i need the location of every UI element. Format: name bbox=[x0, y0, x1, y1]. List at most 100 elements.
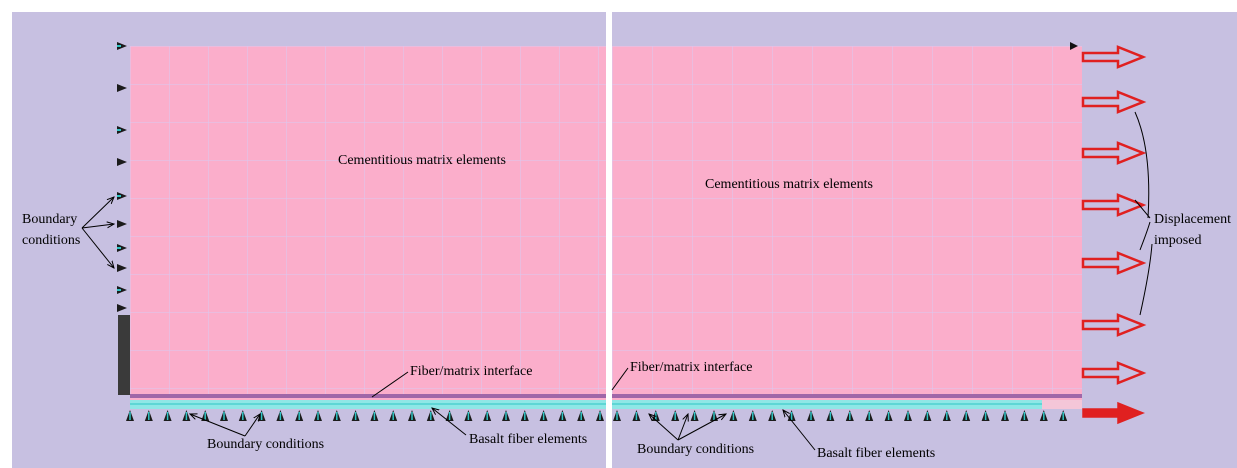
displacement-arrow-icon bbox=[1081, 313, 1147, 337]
displacement-arrow-icon bbox=[1081, 90, 1147, 114]
roller-support-icon bbox=[117, 42, 127, 50]
left-interface-line bbox=[130, 394, 606, 398]
displacement-label-line2: imposed bbox=[1154, 233, 1201, 248]
roller-support-icon bbox=[117, 192, 127, 200]
roller-support-icon bbox=[923, 410, 932, 421]
right-interface-line bbox=[612, 394, 1082, 398]
roller-support-icon bbox=[117, 158, 127, 166]
roller-support-icon bbox=[370, 410, 379, 421]
roller-support-icon bbox=[845, 410, 854, 421]
roller-support-icon bbox=[117, 84, 127, 92]
right-fiber-leader bbox=[783, 410, 816, 451]
roller-support-icon bbox=[220, 410, 228, 421]
roller-support-icon bbox=[962, 410, 971, 421]
left-panel: Cementitious matrix elements Fiber/matri… bbox=[12, 12, 606, 468]
left-clamped-edge bbox=[118, 315, 130, 395]
left-bottom-leader-1 bbox=[190, 414, 246, 437]
roller-support-icon bbox=[942, 410, 951, 421]
roller-support-icon bbox=[332, 410, 341, 421]
roller-support-icon bbox=[117, 286, 127, 294]
corner-node-icon bbox=[1070, 42, 1078, 50]
roller-support-icon bbox=[117, 126, 127, 134]
displacement-leader-top bbox=[1134, 111, 1150, 219]
roller-support-icon bbox=[865, 410, 874, 421]
right-bottom-boundary-label: Boundary conditions bbox=[637, 442, 754, 457]
roller-support-icon bbox=[144, 410, 153, 421]
roller-support-icon bbox=[117, 304, 127, 312]
displacement-arrow-icon bbox=[1081, 361, 1147, 385]
roller-support-icon bbox=[126, 410, 134, 421]
left-fiber-leader bbox=[432, 408, 467, 436]
roller-support-icon bbox=[904, 410, 912, 421]
roller-support-icon bbox=[577, 410, 586, 421]
roller-support-icon bbox=[558, 410, 567, 421]
left-boundary-label-line2: conditions bbox=[22, 233, 80, 248]
displacement-arrow-icon bbox=[1081, 141, 1147, 165]
roller-support-icon bbox=[807, 410, 815, 421]
roller-support-icon bbox=[426, 410, 435, 421]
left-interface-label: Fiber/matrix interface bbox=[410, 364, 532, 379]
roller-support-icon bbox=[314, 410, 322, 421]
right-interface-label: Fiber/matrix interface bbox=[630, 360, 752, 375]
roller-support-icon bbox=[238, 410, 247, 421]
roller-support-icon bbox=[408, 410, 416, 421]
roller-support-icon bbox=[445, 410, 454, 421]
roller-support-icon bbox=[295, 410, 304, 421]
roller-support-icon bbox=[768, 410, 777, 421]
displacement-label-line1: Displacement bbox=[1154, 212, 1231, 227]
roller-support-icon bbox=[729, 410, 738, 421]
displacement-leader-bottom bbox=[1139, 243, 1153, 316]
roller-support-icon bbox=[117, 244, 127, 252]
roller-support-icon bbox=[981, 410, 990, 421]
right-matrix-end-zone bbox=[1042, 400, 1082, 409]
roller-support-icon bbox=[632, 410, 641, 421]
roller-support-icon bbox=[884, 410, 893, 421]
left-boundary-leader-1 bbox=[81, 197, 114, 229]
roller-support-icon bbox=[690, 410, 699, 421]
roller-support-icon bbox=[671, 410, 680, 421]
roller-support-icon bbox=[483, 410, 492, 421]
right-interface-leader bbox=[611, 367, 629, 391]
roller-support-icon bbox=[1039, 410, 1048, 421]
roller-support-icon bbox=[1059, 410, 1068, 421]
left-bottom-leader-2 bbox=[244, 414, 260, 437]
right-fiber-label: Basalt fiber elements bbox=[817, 446, 935, 461]
left-side-supports bbox=[117, 42, 127, 312]
roller-support-icon bbox=[464, 410, 473, 421]
roller-support-icon bbox=[182, 410, 191, 421]
displacement-arrow-icon bbox=[1081, 251, 1147, 275]
right-matrix-label: Cementitious matrix elements bbox=[705, 177, 873, 192]
displacement-arrows bbox=[1081, 45, 1147, 425]
roller-support-icon bbox=[1020, 410, 1029, 421]
roller-support-icon bbox=[1001, 410, 1009, 421]
roller-support-icon bbox=[502, 410, 510, 421]
left-boundary-leader-2 bbox=[81, 224, 114, 229]
displacement-arrow-icon bbox=[1081, 45, 1147, 69]
left-fiber-label: Basalt fiber elements bbox=[469, 432, 587, 447]
roller-support-icon bbox=[117, 220, 127, 228]
left-boundary-leader-3 bbox=[81, 227, 114, 268]
roller-support-icon bbox=[613, 410, 621, 421]
roller-support-icon bbox=[163, 410, 172, 421]
left-interface-leader bbox=[371, 371, 409, 398]
left-margin bbox=[0, 0, 12, 468]
left-boundary-label-line1: Boundary bbox=[22, 212, 77, 227]
displacement-arrow-icon bbox=[1082, 401, 1146, 425]
left-mesh-grid bbox=[130, 46, 606, 398]
roller-support-icon bbox=[351, 410, 360, 421]
roller-support-icon bbox=[710, 410, 718, 421]
top-margin bbox=[0, 0, 1237, 12]
roller-support-icon bbox=[201, 410, 210, 421]
roller-support-icon bbox=[389, 410, 398, 421]
right-bottom-leader-2 bbox=[677, 414, 688, 441]
roller-support-icon bbox=[117, 264, 127, 272]
roller-support-icon bbox=[596, 410, 604, 421]
panel-divider bbox=[606, 12, 612, 468]
displacement-leader-mid bbox=[1134, 199, 1151, 219]
left-bottom-boundary-label: Boundary conditions bbox=[207, 437, 324, 452]
left-matrix-label: Cementitious matrix elements bbox=[338, 153, 506, 168]
roller-support-icon bbox=[539, 410, 548, 421]
roller-support-icon bbox=[520, 410, 529, 421]
